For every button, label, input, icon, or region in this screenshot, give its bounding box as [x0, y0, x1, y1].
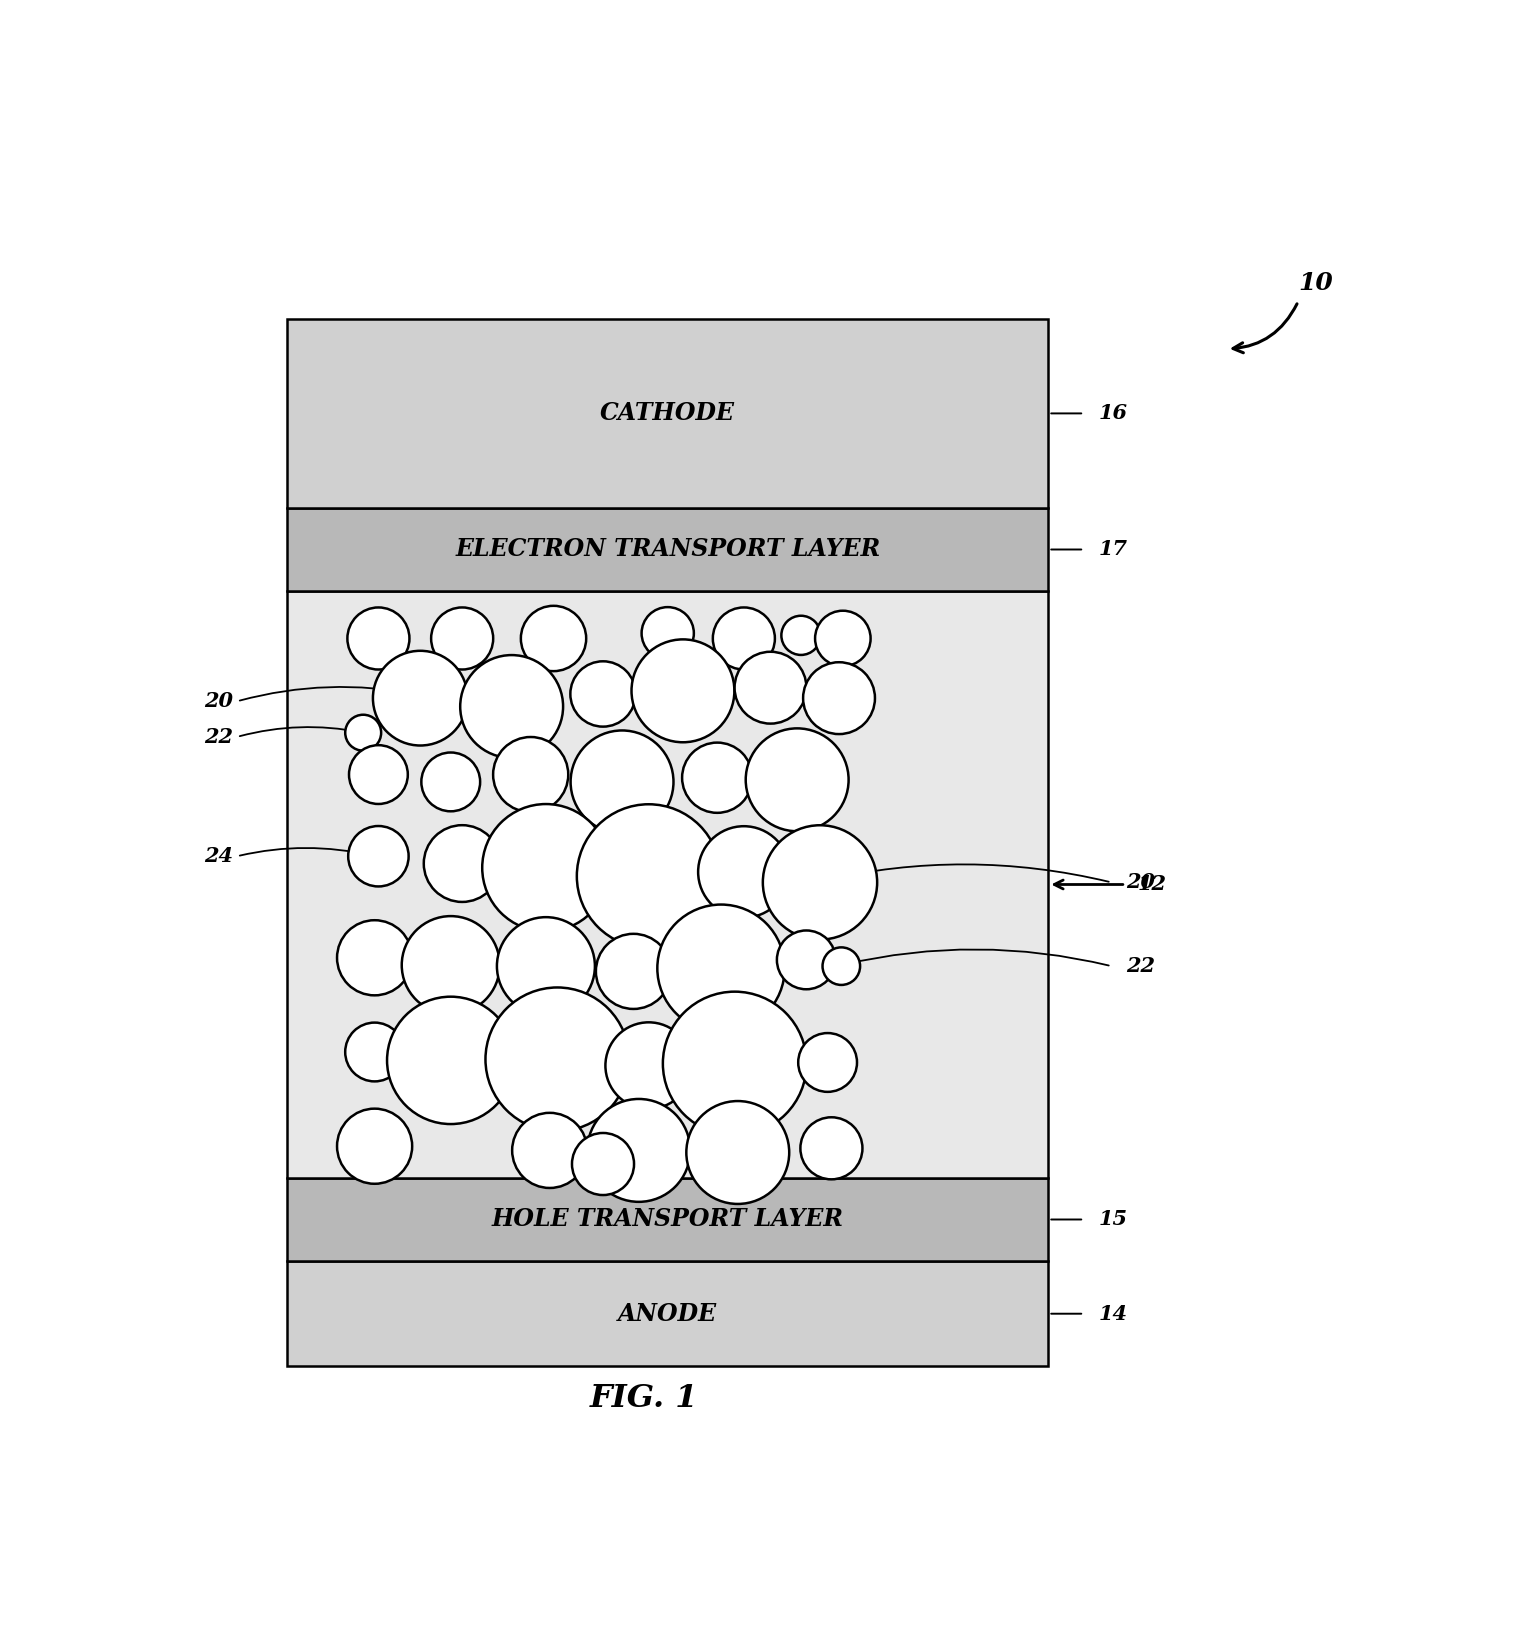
Circle shape	[686, 1101, 789, 1204]
Circle shape	[348, 826, 408, 887]
Circle shape	[605, 1022, 692, 1109]
Circle shape	[682, 742, 752, 813]
Text: 24: 24	[204, 846, 233, 867]
Text: 16: 16	[1099, 403, 1127, 423]
Circle shape	[588, 1099, 691, 1202]
Circle shape	[493, 737, 568, 813]
Circle shape	[338, 1109, 413, 1184]
Circle shape	[424, 826, 500, 901]
Circle shape	[402, 916, 500, 1013]
Circle shape	[387, 997, 514, 1124]
Circle shape	[823, 948, 860, 985]
Circle shape	[803, 663, 875, 734]
Circle shape	[573, 1133, 634, 1194]
Circle shape	[345, 1023, 404, 1081]
Circle shape	[373, 651, 468, 745]
Text: 10: 10	[1299, 271, 1334, 296]
Circle shape	[571, 661, 635, 727]
Bar	[287, 591, 1048, 1178]
Circle shape	[485, 987, 629, 1132]
Text: ANODE: ANODE	[619, 1301, 717, 1326]
Text: 17: 17	[1099, 540, 1127, 559]
Text: CATHODE: CATHODE	[600, 401, 735, 426]
Circle shape	[735, 651, 806, 724]
Text: ELECTRON TRANSPORT LAYER: ELECTRON TRANSPORT LAYER	[454, 538, 881, 561]
Circle shape	[338, 920, 413, 995]
Text: 22: 22	[1125, 956, 1154, 975]
Circle shape	[798, 1033, 857, 1092]
Circle shape	[800, 1117, 863, 1179]
Circle shape	[513, 1112, 588, 1188]
Circle shape	[577, 804, 720, 948]
Circle shape	[497, 918, 596, 1015]
Circle shape	[482, 804, 609, 931]
Circle shape	[746, 729, 849, 831]
Circle shape	[348, 745, 408, 804]
Text: 22: 22	[204, 727, 233, 747]
Circle shape	[460, 655, 563, 758]
Bar	[287, 508, 1048, 591]
Circle shape	[657, 905, 784, 1031]
Circle shape	[421, 752, 480, 811]
Circle shape	[520, 605, 586, 671]
Circle shape	[698, 826, 789, 918]
Circle shape	[631, 640, 734, 742]
Circle shape	[347, 607, 410, 670]
Bar	[287, 1262, 1048, 1365]
Bar	[287, 1178, 1048, 1262]
Text: FIG. 1: FIG. 1	[589, 1383, 698, 1413]
Circle shape	[642, 607, 694, 660]
Circle shape	[777, 931, 835, 989]
Text: 20: 20	[204, 691, 233, 711]
Circle shape	[345, 714, 381, 750]
Text: 15: 15	[1099, 1209, 1127, 1229]
Text: 14: 14	[1099, 1304, 1127, 1324]
Circle shape	[571, 730, 674, 834]
Bar	[287, 319, 1048, 508]
Circle shape	[712, 607, 775, 670]
Circle shape	[763, 826, 876, 939]
Circle shape	[431, 607, 493, 670]
Circle shape	[663, 992, 806, 1135]
Text: HOLE TRANSPORT LAYER: HOLE TRANSPORT LAYER	[491, 1207, 844, 1232]
Circle shape	[815, 610, 870, 666]
Circle shape	[596, 934, 671, 1008]
Circle shape	[781, 615, 821, 655]
Text: 12: 12	[1137, 875, 1167, 895]
Text: 20: 20	[1125, 872, 1154, 892]
